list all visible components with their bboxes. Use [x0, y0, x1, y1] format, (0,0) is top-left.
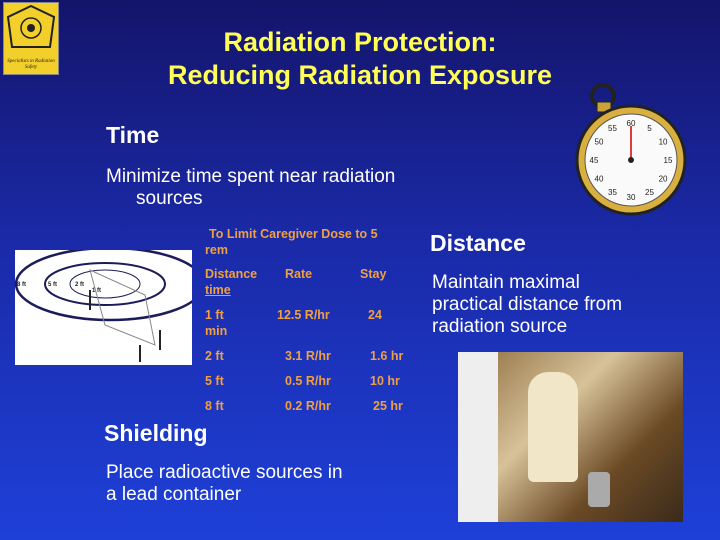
photo-curtain	[458, 352, 498, 522]
photo-lead-container	[588, 472, 610, 507]
cell-distance: 5 ft	[205, 374, 224, 388]
shielding-line: Place radioactive sources in	[106, 462, 343, 483]
stopwatch-number: 25	[645, 188, 654, 197]
distance-text: Maintain maximal practical distance from…	[432, 272, 622, 338]
table-caption: To Limit Caregiver Dose to 5	[209, 227, 378, 241]
cell-rate: 0.2 R/hr	[285, 399, 331, 413]
header-distance: Distance	[205, 267, 258, 281]
stopwatch-number: 30	[627, 193, 636, 202]
stopwatch-number: 15	[664, 156, 673, 165]
label-1ft: 1 ft	[92, 288, 101, 294]
logo-text: Specialists in Radiation Safety	[7, 59, 55, 70]
title-line-1: Radiation Protection:	[223, 27, 497, 57]
stopwatch-number: 50	[595, 138, 604, 147]
time-heading: Time	[106, 122, 160, 148]
distance-line: Maintain maximal	[432, 272, 580, 293]
cell-stay: 25 hr	[373, 399, 403, 413]
shielding-text: Place radioactive sources in a lead cont…	[106, 462, 343, 506]
cell-rate: 3.1 R/hr	[285, 349, 331, 363]
dose-table: To Limit Caregiver Dose to 5 rem Distanc…	[205, 226, 415, 414]
cell-distance: 1 ft	[205, 308, 224, 322]
time-text-line-2: sources	[136, 188, 203, 209]
time-text-line-1: Minimize time spent near radiation	[106, 166, 396, 187]
stopwatch-number: 60	[627, 119, 636, 128]
stopwatch-icon: 60 5 10 15 20 25 30 35 40 45 50 55	[575, 83, 687, 216]
table-caption-2: rem	[205, 243, 228, 257]
time-text: Minimize time spent near radiation sourc…	[106, 166, 395, 210]
cell-stay-wrap: min	[205, 324, 228, 338]
table-row: 5 ft 0.5 R/hr 10 hr	[205, 373, 415, 389]
shielding-line: a lead container	[106, 484, 242, 505]
header-stay: Stay	[360, 267, 387, 281]
header-rate: Rate	[285, 267, 313, 281]
table-row: 1 ft 12.5 R/hr 24	[205, 307, 415, 323]
table-row: 2 ft 3.1 R/hr 1.6 hr	[205, 348, 415, 364]
cell-stay: 24	[368, 308, 382, 322]
cell-distance: 8 ft	[205, 399, 224, 413]
stopwatch-number: 5	[647, 124, 652, 133]
health-physics-society-logo: Specialists in Radiation Safety	[3, 2, 59, 75]
logo-emblem-icon	[6, 4, 56, 48]
cell-rate: 0.5 R/hr	[285, 374, 331, 388]
cell-rate: 12.5 R/hr	[277, 308, 330, 322]
distance-line: radiation source	[432, 316, 568, 337]
photo-person	[528, 372, 578, 482]
bed-distance-diagram: 8 ft 5 ft 2 ft 1 ft	[14, 246, 206, 365]
table-row: 8 ft 0.2 R/hr 25 hr	[205, 398, 415, 414]
shielding-heading: Shielding	[104, 420, 208, 446]
cell-distance: 2 ft	[205, 349, 224, 363]
stopwatch-number: 35	[608, 188, 617, 197]
title-line-2: Reducing Radiation Exposure	[167, 60, 553, 90]
distance-heading: Distance	[430, 230, 526, 256]
stopwatch-number: 45	[590, 156, 599, 165]
stopwatch-number: 10	[659, 138, 668, 147]
distance-line: practical distance from	[432, 294, 623, 315]
label-2ft: 2 ft	[75, 282, 84, 288]
slide-title: Radiation Protection: Reducing Radiation…	[0, 26, 720, 92]
label-8ft: 8 ft	[17, 282, 26, 288]
caregiver-photo	[458, 352, 683, 522]
header-stay-wrap: time	[205, 283, 231, 297]
cell-stay: 10 hr	[370, 374, 400, 388]
table-header: Distance Rate Stay	[205, 266, 415, 282]
stopwatch-number: 55	[608, 124, 617, 133]
cell-stay: 1.6 hr	[370, 349, 404, 363]
label-5ft: 5 ft	[48, 282, 57, 288]
stopwatch-number: 40	[595, 175, 604, 184]
stopwatch-number: 20	[659, 175, 668, 184]
